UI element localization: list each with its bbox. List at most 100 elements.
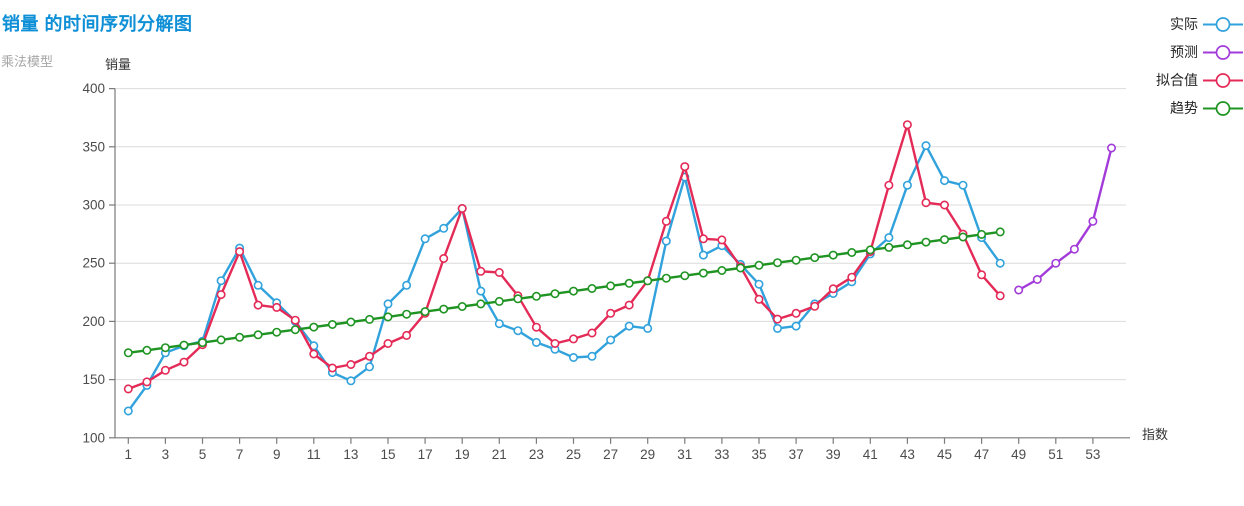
line-circle-marker-icon	[1203, 16, 1243, 32]
data-point-marker	[921, 141, 931, 151]
legend-label: 实际	[1170, 16, 1198, 32]
data-point-marker	[624, 278, 634, 288]
x-tick-label: 49	[1011, 447, 1026, 462]
x-tick-label: 7	[236, 447, 244, 462]
line-circle-marker-icon	[1203, 72, 1243, 88]
legend-label: 预测	[1170, 44, 1198, 60]
data-point-marker	[810, 301, 820, 311]
y-tick-label: 250	[82, 256, 105, 271]
data-point-marker	[698, 268, 708, 278]
data-point-marker	[606, 308, 616, 318]
data-point-marker	[457, 204, 467, 214]
data-point-marker	[476, 286, 486, 296]
x-tick-label: 21	[492, 447, 507, 462]
x-tick-label: 31	[677, 447, 692, 462]
data-point-marker	[568, 286, 578, 296]
series-forecast	[1014, 143, 1117, 295]
gridlines	[115, 88, 1126, 381]
legend-item-fitted[interactable]: 拟合值	[1156, 66, 1243, 94]
data-point-marker	[995, 227, 1005, 237]
y-axis-title: 销量	[105, 57, 132, 72]
data-point-marker	[680, 162, 690, 172]
x-tick-label: 41	[863, 447, 878, 462]
data-point-marker	[402, 309, 412, 319]
data-point-marker	[513, 294, 523, 304]
data-point-marker	[272, 327, 282, 337]
x-tick-label: 15	[380, 447, 395, 462]
data-point-marker	[364, 362, 374, 372]
data-point-marker	[847, 248, 857, 258]
data-point-marker	[123, 348, 133, 358]
data-point-marker	[624, 300, 634, 310]
x-tick-label: 27	[603, 447, 618, 462]
data-point-marker	[216, 335, 226, 345]
data-point-marker	[995, 258, 1005, 268]
data-point-marker	[643, 323, 653, 333]
data-point-marker	[865, 245, 875, 255]
data-point-marker	[587, 328, 597, 338]
data-point-marker	[550, 338, 560, 348]
data-point-marker	[531, 322, 541, 332]
data-point-marker	[661, 273, 671, 283]
data-point-marker	[142, 345, 152, 355]
data-point-marker	[568, 334, 578, 344]
line-circle-marker-icon	[1203, 44, 1243, 60]
data-point-marker	[439, 304, 449, 314]
data-point-marker	[235, 332, 245, 342]
data-point-marker	[680, 271, 690, 281]
data-point-marker	[253, 300, 263, 310]
data-point-marker	[735, 263, 745, 273]
data-point-marker	[550, 289, 560, 299]
data-point-marker	[383, 312, 393, 322]
data-point-marker	[420, 307, 430, 317]
data-point-marker	[1107, 143, 1117, 153]
data-point-marker	[439, 254, 449, 264]
data-point-marker	[1014, 285, 1024, 295]
data-point-marker	[160, 343, 170, 353]
data-point-marker	[717, 265, 727, 275]
legend-item-trend[interactable]: 趋势	[1156, 94, 1243, 122]
data-point-marker	[939, 176, 949, 186]
data-point-marker	[939, 235, 949, 245]
data-point-marker	[1069, 244, 1079, 254]
x-axis: 1 3 5 7 9 11 13 15 17 19 21 23 25 27 29 31 33 35 37 39 41 43 4…	[115, 437, 1130, 462]
data-point-marker	[402, 280, 412, 290]
model-type-label: 乘法模型	[1, 54, 54, 69]
data-point-marker	[624, 321, 634, 331]
data-point-marker	[494, 319, 504, 329]
data-point-marker	[772, 258, 782, 268]
data-point-marker	[235, 247, 245, 257]
legend-item-forecast[interactable]: 预测	[1156, 38, 1243, 66]
x-axis-title: 指数	[1142, 427, 1169, 442]
data-point-marker	[364, 351, 374, 361]
x-tick-label: 47	[974, 447, 989, 462]
data-point-marker	[902, 120, 912, 130]
data-point-marker	[884, 233, 894, 243]
legend-item-actual[interactable]: 实际	[1156, 10, 1243, 38]
data-point-marker	[754, 279, 764, 289]
data-point-marker	[364, 314, 374, 324]
data-point-marker	[494, 267, 504, 277]
data-point-marker	[661, 236, 671, 246]
x-tick-label: 53	[1085, 447, 1100, 462]
y-tick-label: 300	[82, 198, 105, 213]
data-point-marker	[791, 308, 801, 318]
data-point-marker	[772, 314, 782, 324]
x-tick-label: 45	[937, 447, 952, 462]
page-title: 销量 的时间序列分解图	[2, 14, 193, 34]
data-point-marker	[1051, 258, 1061, 268]
x-tick-label: 9	[273, 447, 281, 462]
legend-label: 趋势	[1170, 100, 1198, 116]
data-point-marker	[327, 319, 337, 329]
data-point-marker	[439, 223, 449, 233]
x-tick-label: 43	[900, 447, 915, 462]
data-point-marker	[661, 216, 671, 226]
data-point-marker	[346, 359, 356, 369]
data-point-marker	[754, 260, 764, 270]
data-point-marker	[921, 198, 931, 208]
data-point-marker	[457, 301, 467, 311]
data-point-marker	[810, 253, 820, 263]
data-point-marker	[902, 240, 912, 250]
data-point-marker	[698, 250, 708, 260]
